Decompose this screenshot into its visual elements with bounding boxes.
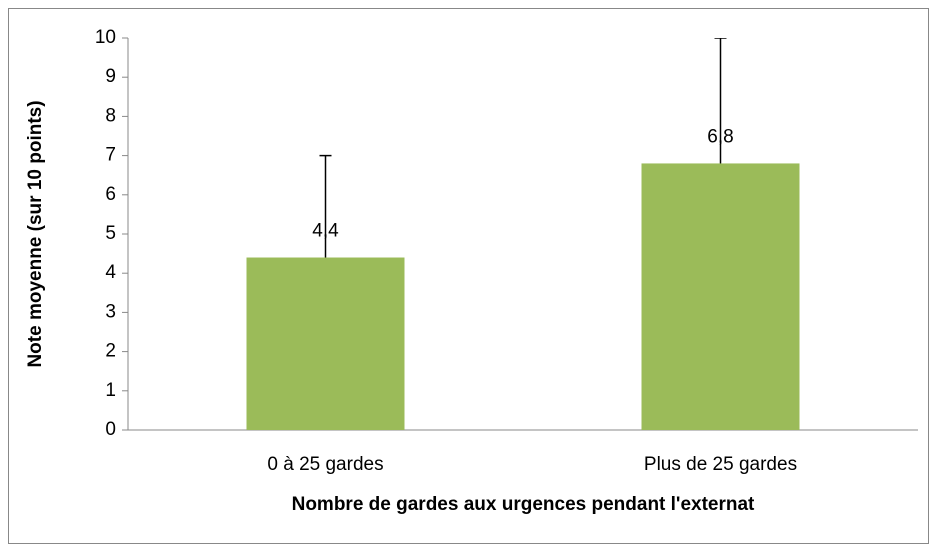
- y-tick-label: 8: [105, 105, 116, 126]
- y-tick-label: 0: [105, 419, 116, 440]
- y-tick-label: 2: [105, 341, 116, 362]
- bar: [246, 257, 405, 430]
- y-tick-label: 7: [105, 145, 116, 166]
- y-tick-label: 4: [105, 262, 116, 283]
- x-axis-label: Nombre de gardes aux urgences pendant l'…: [292, 494, 755, 515]
- error-bar: [714, 38, 727, 164]
- y-tick-label: 3: [105, 301, 116, 322]
- y-tick-label: 5: [105, 223, 116, 244]
- error-bar: [319, 154, 332, 258]
- x-tick-label: Plus de 25 gardes: [644, 454, 797, 475]
- x-tick-label: 0 à 25 gardes: [267, 454, 383, 475]
- y-axis-label: Note moyenne (sur 10 points): [25, 100, 46, 367]
- y-tick-label: 6: [105, 184, 116, 205]
- y-tick-label: 10: [95, 27, 116, 48]
- data-label: 4,4: [312, 221, 339, 242]
- data-label: 6,8: [707, 126, 733, 147]
- y-tick-label: 1: [105, 380, 116, 401]
- plot-area: [246, 38, 800, 430]
- y-tick-label: 9: [105, 66, 116, 87]
- bar: [641, 163, 800, 430]
